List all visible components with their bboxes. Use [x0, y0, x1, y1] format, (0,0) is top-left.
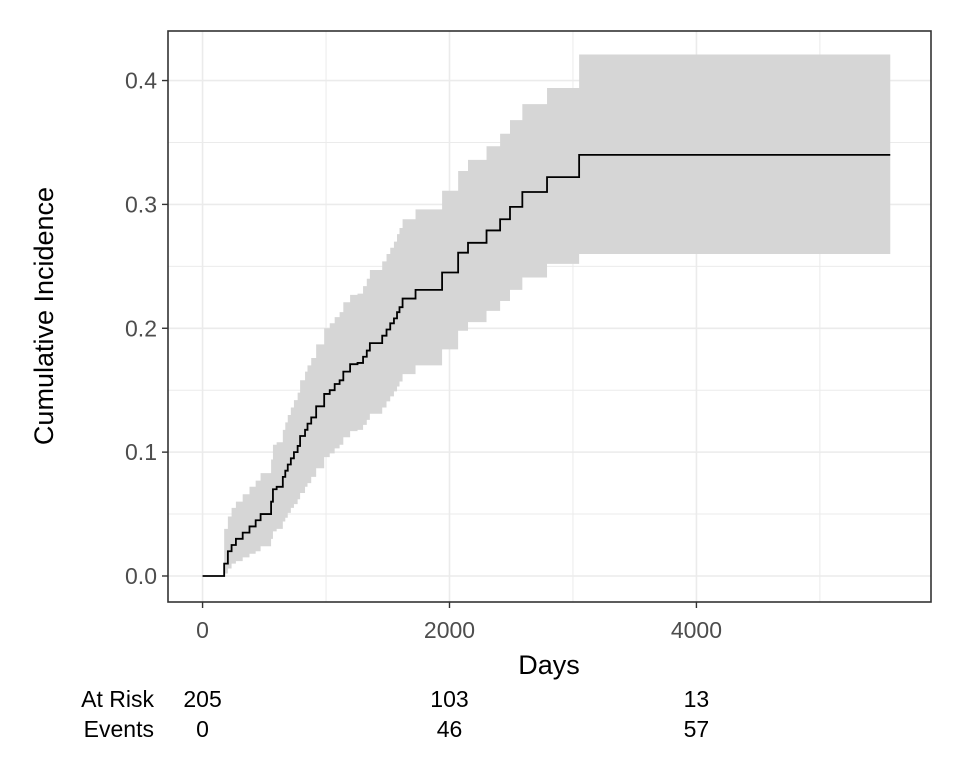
y-tick-label: 0.0	[125, 563, 157, 589]
risk-table: At Risk 205 103 13 Events 0 46 57	[81, 686, 709, 742]
risk-table-row-label: At Risk	[81, 686, 154, 712]
risk-table-value: 46	[437, 716, 463, 742]
incidence-line-layer	[202, 153, 891, 577]
panel-border	[167, 30, 932, 603]
confidence-band-layer	[202, 54, 891, 576]
risk-table-value: 205	[183, 686, 221, 712]
risk-table-row-label: Events	[84, 716, 154, 742]
x-tick-label: 2000	[424, 617, 475, 643]
y-tick-label: 0.1	[125, 439, 157, 465]
x-tick-label: 4000	[671, 617, 722, 643]
risk-table-value: 57	[684, 716, 710, 742]
x-axis-title: Days	[518, 650, 580, 680]
y-axis-title: Cumulative Incidence	[29, 187, 59, 445]
risk-table-value: 0	[196, 716, 209, 742]
axis-ticks-layer: 0 2000 4000 0.0 0.1 0.2 0.3 0.4	[125, 68, 722, 643]
y-tick-label: 0.3	[125, 191, 157, 217]
incidence-step-line	[202, 153, 891, 577]
panel-border-layer	[167, 30, 932, 603]
y-tick-label: 0.4	[125, 68, 157, 94]
risk-table-value: 103	[430, 686, 468, 712]
risk-table-value: 13	[684, 686, 710, 712]
x-tick-label: 0	[196, 617, 209, 643]
confidence-band	[202, 54, 891, 576]
y-tick-label: 0.2	[125, 315, 157, 341]
